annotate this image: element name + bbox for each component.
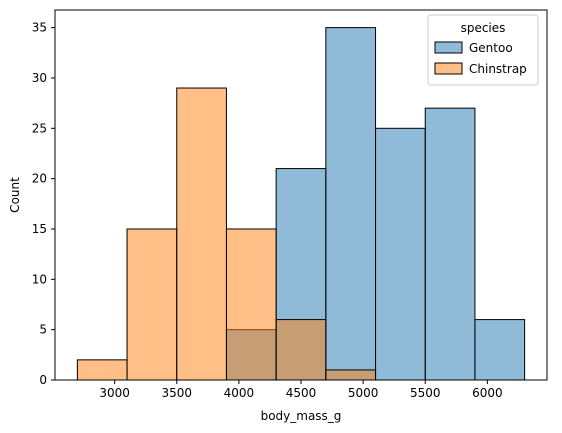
x-tick-label: 5000 <box>348 386 379 400</box>
x-axis: 3000 3500 4000 4500 5000 5500 6000 <box>99 380 503 400</box>
bar-gentoo <box>325 27 377 381</box>
x-tick-label: 4000 <box>224 386 255 400</box>
legend: species Gentoo Chinstrap <box>427 14 539 86</box>
bar-chinstrap <box>275 319 327 381</box>
y-tick-label: 35 <box>32 21 47 35</box>
y-tick-label: 20 <box>32 172 47 186</box>
x-tick-label: 6000 <box>472 386 503 400</box>
legend-items: Gentoo Chinstrap <box>434 41 527 76</box>
y-tick-label: 10 <box>32 272 47 286</box>
bar-gentoo <box>474 319 526 381</box>
legend-title: species <box>461 21 506 35</box>
legend-swatch-gentoo <box>434 41 463 54</box>
bar-chinstrap <box>76 359 128 381</box>
y-axis: 0 5 10 15 20 25 30 35 <box>32 21 55 387</box>
bar-gentoo <box>375 127 426 381</box>
y-tick-label: 0 <box>39 373 47 387</box>
bar-gentoo <box>424 107 476 381</box>
legend-label-chinstrap: Chinstrap <box>469 62 527 76</box>
x-tick-label: 3500 <box>161 386 192 400</box>
x-tick-label: 3000 <box>99 386 130 400</box>
y-tick-label: 15 <box>32 222 47 236</box>
legend-swatch-chinstrap <box>434 62 463 75</box>
bar-chinstrap <box>225 228 277 381</box>
y-tick-label: 25 <box>32 121 47 135</box>
y-tick-label: 30 <box>32 71 47 85</box>
bar-chinstrap <box>126 228 178 381</box>
x-axis-label: body_mass_g <box>261 409 342 423</box>
bar-chinstrap <box>176 87 227 381</box>
y-axis-label: Count <box>8 177 22 213</box>
plot-area <box>54 9 548 381</box>
x-tick-label: 5500 <box>410 386 441 400</box>
legend-label-gentoo: Gentoo <box>469 41 513 55</box>
bar-chinstrap <box>325 369 377 381</box>
x-tick-label: 4500 <box>286 386 317 400</box>
y-tick-label: 5 <box>39 323 47 337</box>
bars-layer <box>76 27 526 381</box>
